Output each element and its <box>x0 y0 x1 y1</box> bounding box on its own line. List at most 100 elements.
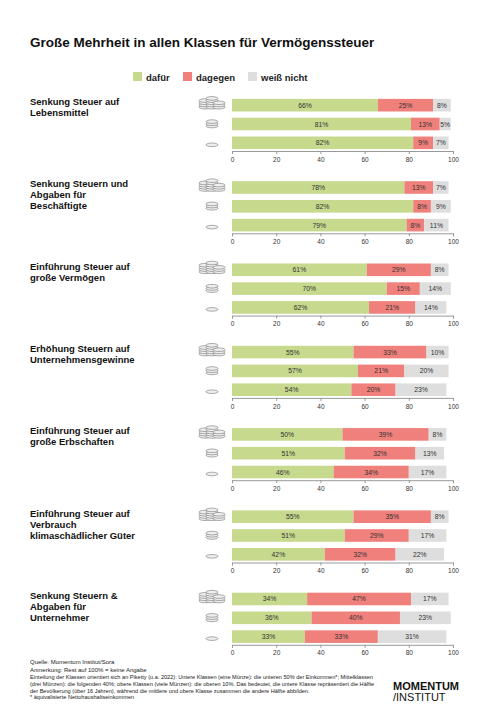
x-tick-label: 80 <box>406 485 414 492</box>
data-label: 22% <box>413 551 427 558</box>
bar-segment: dafür <box>232 593 307 606</box>
data-label: 33% <box>262 633 276 640</box>
x-tick-label: 20 <box>273 485 281 492</box>
bar-segment: weiß nicht <box>411 593 449 606</box>
x-axis-line <box>233 645 454 648</box>
bar-segment: weiß nicht <box>431 263 449 276</box>
x-axis: 020406080100 <box>231 233 460 245</box>
annotation-note: Anmerkung: Rest auf 100% = keine Angabe <box>30 667 147 673</box>
legend-label: weiß nicht <box>260 72 308 83</box>
data-labels: 66%25%8%81%13%5%82%9%7% <box>298 102 450 147</box>
bar-segment: weiß nicht <box>424 219 448 232</box>
bar-segment: weiß nicht <box>396 383 447 396</box>
chart-group: Senkung Steuern undAbgaben fürBeschäftig… <box>30 178 459 245</box>
text-line: Lebensmittel <box>30 107 89 118</box>
x-tick-label: 40 <box>317 485 325 492</box>
data-label: 8% <box>417 203 427 210</box>
bar-segment: weiß nicht <box>396 548 445 561</box>
x-tick-mark <box>409 480 410 483</box>
bar-segment: dafür <box>232 383 351 396</box>
bar-segment: weiß nicht <box>378 630 447 643</box>
x-tick-mark <box>320 480 321 483</box>
bar-segment: weiß nicht <box>433 137 448 150</box>
data-label: 14% <box>424 304 438 311</box>
coin-icon <box>206 590 218 594</box>
bar-segment: weiß nicht <box>440 118 451 131</box>
x-tick-mark <box>453 233 454 236</box>
x-tick-mark <box>276 233 277 236</box>
x-tick-label: 20 <box>273 567 281 574</box>
data-label: 51% <box>282 532 296 539</box>
x-tick-mark <box>365 233 366 236</box>
x-tick-mark <box>320 151 321 154</box>
data-label: 81% <box>315 121 329 128</box>
bar-segment: dafür <box>232 263 367 276</box>
data-label: 8% <box>435 513 445 520</box>
coin-icon <box>206 472 218 476</box>
bars: dafürdagegenweiß nichtdafürdagegenweiß n… <box>232 181 451 231</box>
data-label: 61% <box>293 266 307 273</box>
data-label: 17% <box>421 532 435 539</box>
x-tick-mark <box>409 645 410 648</box>
chart-group: Senkung Steuer aufLebensmitteldafürdageg… <box>30 96 459 163</box>
data-label: 13% <box>419 121 433 128</box>
x-tick: 40 <box>317 151 325 163</box>
x-tick: 0 <box>231 480 235 492</box>
x-tick: 20 <box>273 316 281 328</box>
bar-segment: dagegen <box>378 99 433 112</box>
bar-segment: dagegen <box>343 428 429 441</box>
coin-icon <box>206 202 218 206</box>
coin-icon <box>213 512 225 516</box>
x-axis: 020406080100 <box>231 151 460 163</box>
data-labels: 55%35%8%51%29%17%42%32%22% <box>272 513 445 558</box>
y-axis <box>232 599 233 637</box>
bar-segment: weiß nicht <box>429 428 447 441</box>
bar-segment: dagegen <box>345 529 409 542</box>
y-axis <box>232 270 233 308</box>
coin-icon <box>206 261 218 265</box>
x-tick-label: 80 <box>406 320 414 327</box>
y-axis <box>232 187 233 225</box>
x-tick: 80 <box>406 151 414 163</box>
coin-icon <box>206 179 218 183</box>
x-tick-mark <box>320 233 321 236</box>
text-line: Unternehmensgewinne <box>30 354 135 365</box>
x-tick-mark <box>320 398 321 401</box>
x-tick-mark <box>232 316 233 319</box>
chart-group: Einführung Steuer aufVerbrauchklimaschäd… <box>30 508 459 575</box>
x-tick: 60 <box>361 480 369 492</box>
class-note: Einteilung der Klassen orientiert sich a… <box>30 674 374 694</box>
x-tick-mark <box>320 563 321 566</box>
bar-segment: dafür <box>232 548 325 561</box>
x-tick-label: 0 <box>231 649 235 656</box>
x-tick-mark <box>453 316 454 319</box>
x-tick-mark <box>365 151 366 154</box>
x-tick-label: 80 <box>406 403 414 410</box>
source-note: Quelle: Momentum Institut/Sora <box>30 659 115 665</box>
x-tick-label: 40 <box>317 238 325 245</box>
x-tick: 100 <box>448 316 459 328</box>
x-tick-label: 40 <box>317 567 325 574</box>
data-label: 32% <box>373 450 387 457</box>
text-line: Abgaben für <box>30 189 86 200</box>
coin-icon <box>213 101 225 105</box>
x-tick-label: 20 <box>273 156 281 163</box>
bar-segment: dagegen <box>305 630 378 643</box>
x-tick-mark <box>276 151 277 154</box>
text-line: Einführung Steuer auf <box>30 508 131 519</box>
x-tick-label: 20 <box>273 238 281 245</box>
data-label: 55% <box>286 513 300 520</box>
x-tick: 0 <box>231 233 235 245</box>
data-label: 40% <box>349 614 363 621</box>
x-axis: 020406080100 <box>231 480 460 492</box>
x-tick: 80 <box>406 398 414 410</box>
group-label: Senkung Steuern &Abgaben fürUnternehmer <box>30 590 118 623</box>
bar-segment: dagegen <box>345 447 416 460</box>
x-tick-label: 100 <box>448 567 459 574</box>
x-tick-mark <box>320 645 321 648</box>
x-tick-mark <box>276 480 277 483</box>
x-tick: 60 <box>361 233 369 245</box>
x-tick: 20 <box>273 151 281 163</box>
x-tick-mark <box>365 480 366 483</box>
data-label: 21% <box>374 367 388 374</box>
